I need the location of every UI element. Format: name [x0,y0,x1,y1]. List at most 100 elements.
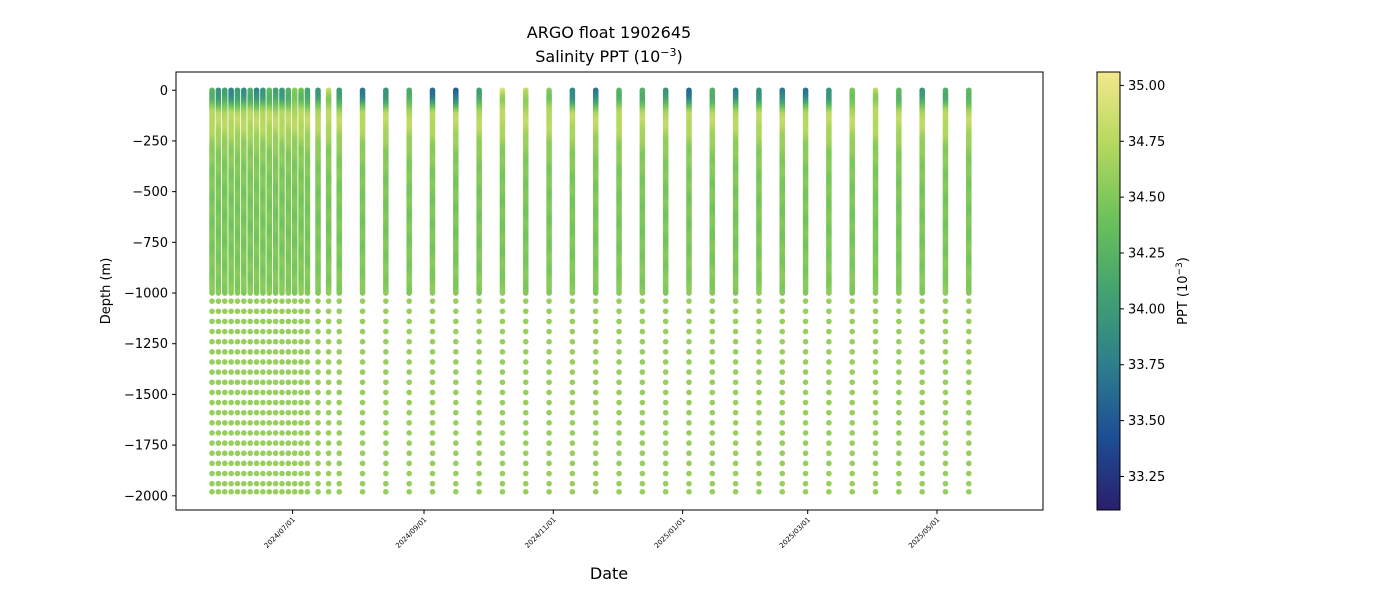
data-point [304,399,311,406]
data-point [686,308,692,315]
profile-2024-06-23 [272,87,279,495]
data-point [228,298,234,304]
data-point [221,308,228,315]
data-point [336,460,343,467]
data-point [639,318,646,325]
data-point [662,450,669,457]
data-point [662,359,669,365]
data-point [215,488,222,495]
data-point [234,450,241,457]
data-point [325,480,332,487]
data-point [221,298,228,304]
data-point [639,460,646,467]
data-point [304,338,311,345]
data-point [453,430,459,436]
data-point [266,359,273,365]
data-point [260,420,266,426]
data-point [686,298,692,304]
data-point [260,450,266,457]
data-point [285,389,292,396]
data-point [234,338,241,345]
data-point [315,369,321,375]
data-point [429,318,436,325]
data-point [279,409,285,416]
data-point [406,389,412,396]
data-point [476,409,482,416]
data-point [453,409,459,416]
data-point [215,440,222,446]
data-point [241,420,247,426]
data-point [429,450,436,457]
data-point [272,308,279,315]
data-point [221,409,228,416]
data-point [228,480,234,487]
data-point [569,359,576,365]
data-point [304,430,311,436]
data-point [383,308,389,315]
profile-2024-07-23 [336,87,343,495]
data-point [234,440,241,446]
data-point [476,369,482,375]
data-point [209,298,215,304]
data-point [522,430,529,436]
data-point [522,420,529,426]
data-point [546,488,552,495]
data-point [522,409,529,416]
data-point [234,359,241,365]
data-point [260,488,266,495]
data-point [499,488,506,495]
data-point [639,379,646,386]
data-point [234,318,241,325]
data-point [569,409,576,416]
data-point [616,328,622,335]
data-point [686,409,692,416]
data-point [253,450,260,457]
data-point [241,290,247,296]
data-point [215,409,222,416]
data-point [209,460,215,467]
data-point [499,290,506,296]
data-point [639,399,646,406]
data-point [266,480,273,487]
data-point [429,308,436,315]
data-point [476,430,482,436]
data-point [453,369,459,375]
data-point [247,450,253,457]
data-point [336,420,343,426]
data-point [298,470,304,477]
data-point [359,318,366,325]
data-point [546,318,552,325]
data-point [429,480,436,487]
data-point [234,328,241,335]
data-point [453,359,459,365]
data-point [383,420,389,426]
data-point [546,290,552,296]
data-point [228,338,234,345]
data-point [662,290,669,296]
data-point [279,480,285,487]
data-point [215,359,222,365]
data-point [272,420,279,426]
data-point [291,298,298,304]
data-point [215,328,222,335]
data-point [476,318,482,325]
data-point [298,420,304,426]
data-point [228,440,234,446]
data-point [215,290,222,296]
data-point [253,359,260,365]
data-point [546,399,552,406]
data-point [336,389,343,396]
data-point [325,379,332,386]
data-point [616,369,622,375]
data-point [241,460,247,467]
data-point [215,389,222,396]
data-point [662,328,669,335]
data-point [304,420,311,426]
data-point [304,290,311,296]
data-point [315,430,321,436]
data-point [279,349,285,355]
data-point [499,349,506,355]
data-point [383,460,389,467]
data-point [285,430,292,436]
data-point [304,480,311,487]
